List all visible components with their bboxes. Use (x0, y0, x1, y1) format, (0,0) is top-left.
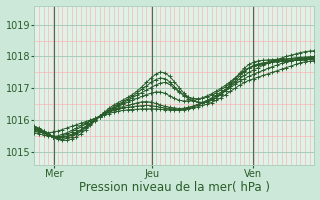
X-axis label: Pression niveau de la mer( hPa ): Pression niveau de la mer( hPa ) (79, 181, 270, 194)
